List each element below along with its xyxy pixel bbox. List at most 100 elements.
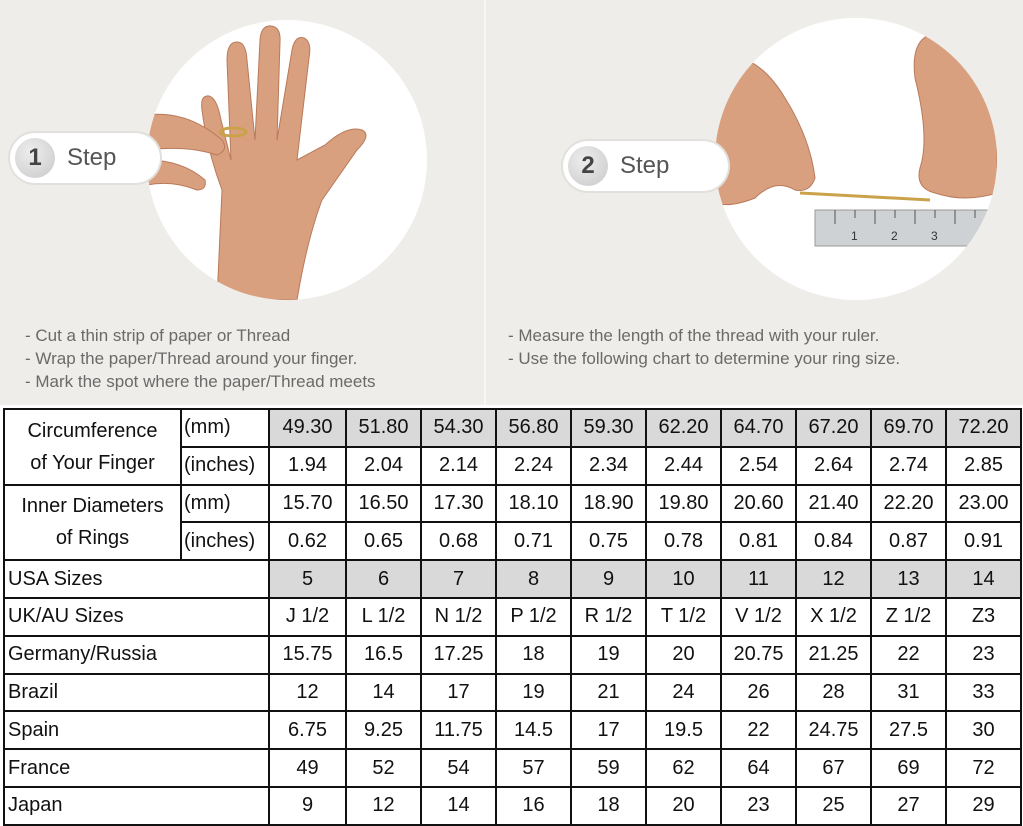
value-cell: 67.20 (795, 408, 872, 448)
value-cell: 23 (945, 634, 1022, 675)
value-cell: 14 (945, 559, 1022, 599)
value-cell: 51.80 (345, 408, 422, 448)
row-group-label-line: of Rings (55, 527, 130, 550)
value-cell: 18.90 (570, 483, 647, 524)
value-cell: 24.75 (795, 710, 872, 751)
value-cell: 21.25 (795, 634, 872, 675)
value-cell: T 1/2 (645, 596, 722, 637)
row-group-label-line: Circumference (27, 419, 158, 442)
row-label: UK/AU Sizes (3, 596, 270, 637)
value-cell: 6.75 (268, 710, 347, 751)
table-row: Circumference of Your Finger (mm) 49.30 51.8… (3, 408, 1022, 486)
value-cell: 14.5 (495, 710, 572, 751)
value-cell: 24 (645, 672, 722, 713)
value-cell: 22 (720, 710, 797, 751)
value-cell: 7 (420, 559, 497, 599)
instruction-line: - Mark the spot where the paper/Thread m… (25, 372, 376, 391)
row-label: Japan (3, 785, 270, 826)
value-cell: 8 (495, 559, 572, 599)
value-cell: 59.30 (570, 408, 647, 448)
value-cell: 19.80 (645, 483, 722, 524)
value-cell: 72.20 (945, 408, 1022, 448)
ruler-mark: 2 (891, 229, 898, 243)
value-cell: 49.30 (268, 408, 347, 448)
value-cell: Z 1/2 (870, 596, 947, 637)
value-cell: 2.34 (570, 445, 647, 486)
value-cell: 14 (345, 672, 422, 713)
value-cell: 0.84 (795, 521, 872, 562)
step-number: 1 (15, 138, 55, 178)
unit-cell: (inches) (180, 521, 270, 562)
value-cell: 16.50 (345, 483, 422, 524)
ring-size-table: Circumference of Your Finger (mm) 49.30 51.8… (3, 408, 1022, 826)
instruction-line: - Measure the length of the thread with … (508, 326, 880, 345)
hand-with-ring-icon (147, 25, 367, 300)
value-cell: 27.5 (870, 710, 947, 751)
value-cell: 2.85 (945, 445, 1022, 486)
ruler-mark: 3 (931, 229, 938, 243)
value-cell: 5 (268, 559, 347, 599)
value-cell: 27 (870, 785, 947, 826)
value-cell: 20 (645, 634, 722, 675)
value-cell: 2.04 (345, 445, 422, 486)
value-cell: 20.75 (720, 634, 797, 675)
table-row: Japan 9 12 14 16 18 20 23 25 27 29 (3, 785, 1022, 826)
value-cell: 56.80 (495, 408, 572, 448)
unit-cell: (mm) (180, 408, 270, 448)
value-cell: 2.54 (720, 445, 797, 486)
value-cell: V 1/2 (720, 596, 797, 637)
value-cell: P 1/2 (495, 596, 572, 637)
value-cell: 64.70 (720, 408, 797, 448)
table-row: USA Sizes 5 6 7 8 9 10 11 12 13 14 (3, 559, 1022, 599)
value-cell: 69.70 (870, 408, 947, 448)
row-label: France (3, 748, 270, 788)
row-label: USA Sizes (3, 559, 270, 599)
value-cell: 17 (570, 710, 647, 751)
table-row: Brazil 12 14 17 19 21 24 26 28 31 33 (3, 672, 1022, 713)
value-cell: 33 (945, 672, 1022, 713)
value-cell: 67 (795, 748, 872, 788)
value-cell: Z3 (945, 596, 1022, 637)
step-2-instructions: - Measure the length of the thread with … (508, 324, 900, 370)
thread-and-ruler-icon: 1 2 3 (715, 32, 997, 247)
instruction-line: - Wrap the paper/Thread around your fing… (25, 349, 358, 368)
value-cell: 54.30 (420, 408, 497, 448)
value-cell: 0.65 (345, 521, 422, 562)
value-cell: 54 (420, 748, 497, 788)
value-cell: 16 (495, 785, 572, 826)
value-cell: 18.10 (495, 483, 572, 524)
step-1-badge: 1 Step (10, 133, 160, 183)
value-cell: 18 (495, 634, 572, 675)
ruler-mark: 1 (851, 229, 858, 243)
row-group-label-line: Inner Diameters (21, 495, 164, 518)
value-cell: 23 (720, 785, 797, 826)
value-cell: 22 (870, 634, 947, 675)
row-group-label-line: of Your Finger (30, 451, 155, 474)
value-cell: 2.64 (795, 445, 872, 486)
value-cell: 57 (495, 748, 572, 788)
value-cell: 16.5 (345, 634, 422, 675)
table-row: Inner Diameters of Rings (mm) 15.70 16.50 17.… (3, 483, 1022, 562)
value-cell: 17.30 (420, 483, 497, 524)
value-cell: 31 (870, 672, 947, 713)
value-cell: 2.24 (495, 445, 572, 486)
value-cell: L 1/2 (345, 596, 422, 637)
value-cell: 0.91 (945, 521, 1022, 562)
value-cell: 19.5 (645, 710, 722, 751)
value-cell: 29 (945, 785, 1022, 826)
value-cell: 9 (570, 559, 647, 599)
value-cell: 13 (870, 559, 947, 599)
value-cell: R 1/2 (570, 596, 647, 637)
value-cell: 11.75 (420, 710, 497, 751)
value-cell: 69 (870, 748, 947, 788)
step-label: Step (620, 152, 670, 179)
value-cell: 22.20 (870, 483, 947, 524)
value-cell: 15.75 (268, 634, 347, 675)
value-cell: 72 (945, 748, 1022, 788)
value-cell: 12 (268, 672, 347, 713)
value-cell: 19 (495, 672, 572, 713)
step-number: 2 (568, 146, 608, 186)
value-cell: 9 (268, 785, 347, 826)
unit-cell: (mm) (180, 483, 270, 524)
value-cell: 0.78 (645, 521, 722, 562)
